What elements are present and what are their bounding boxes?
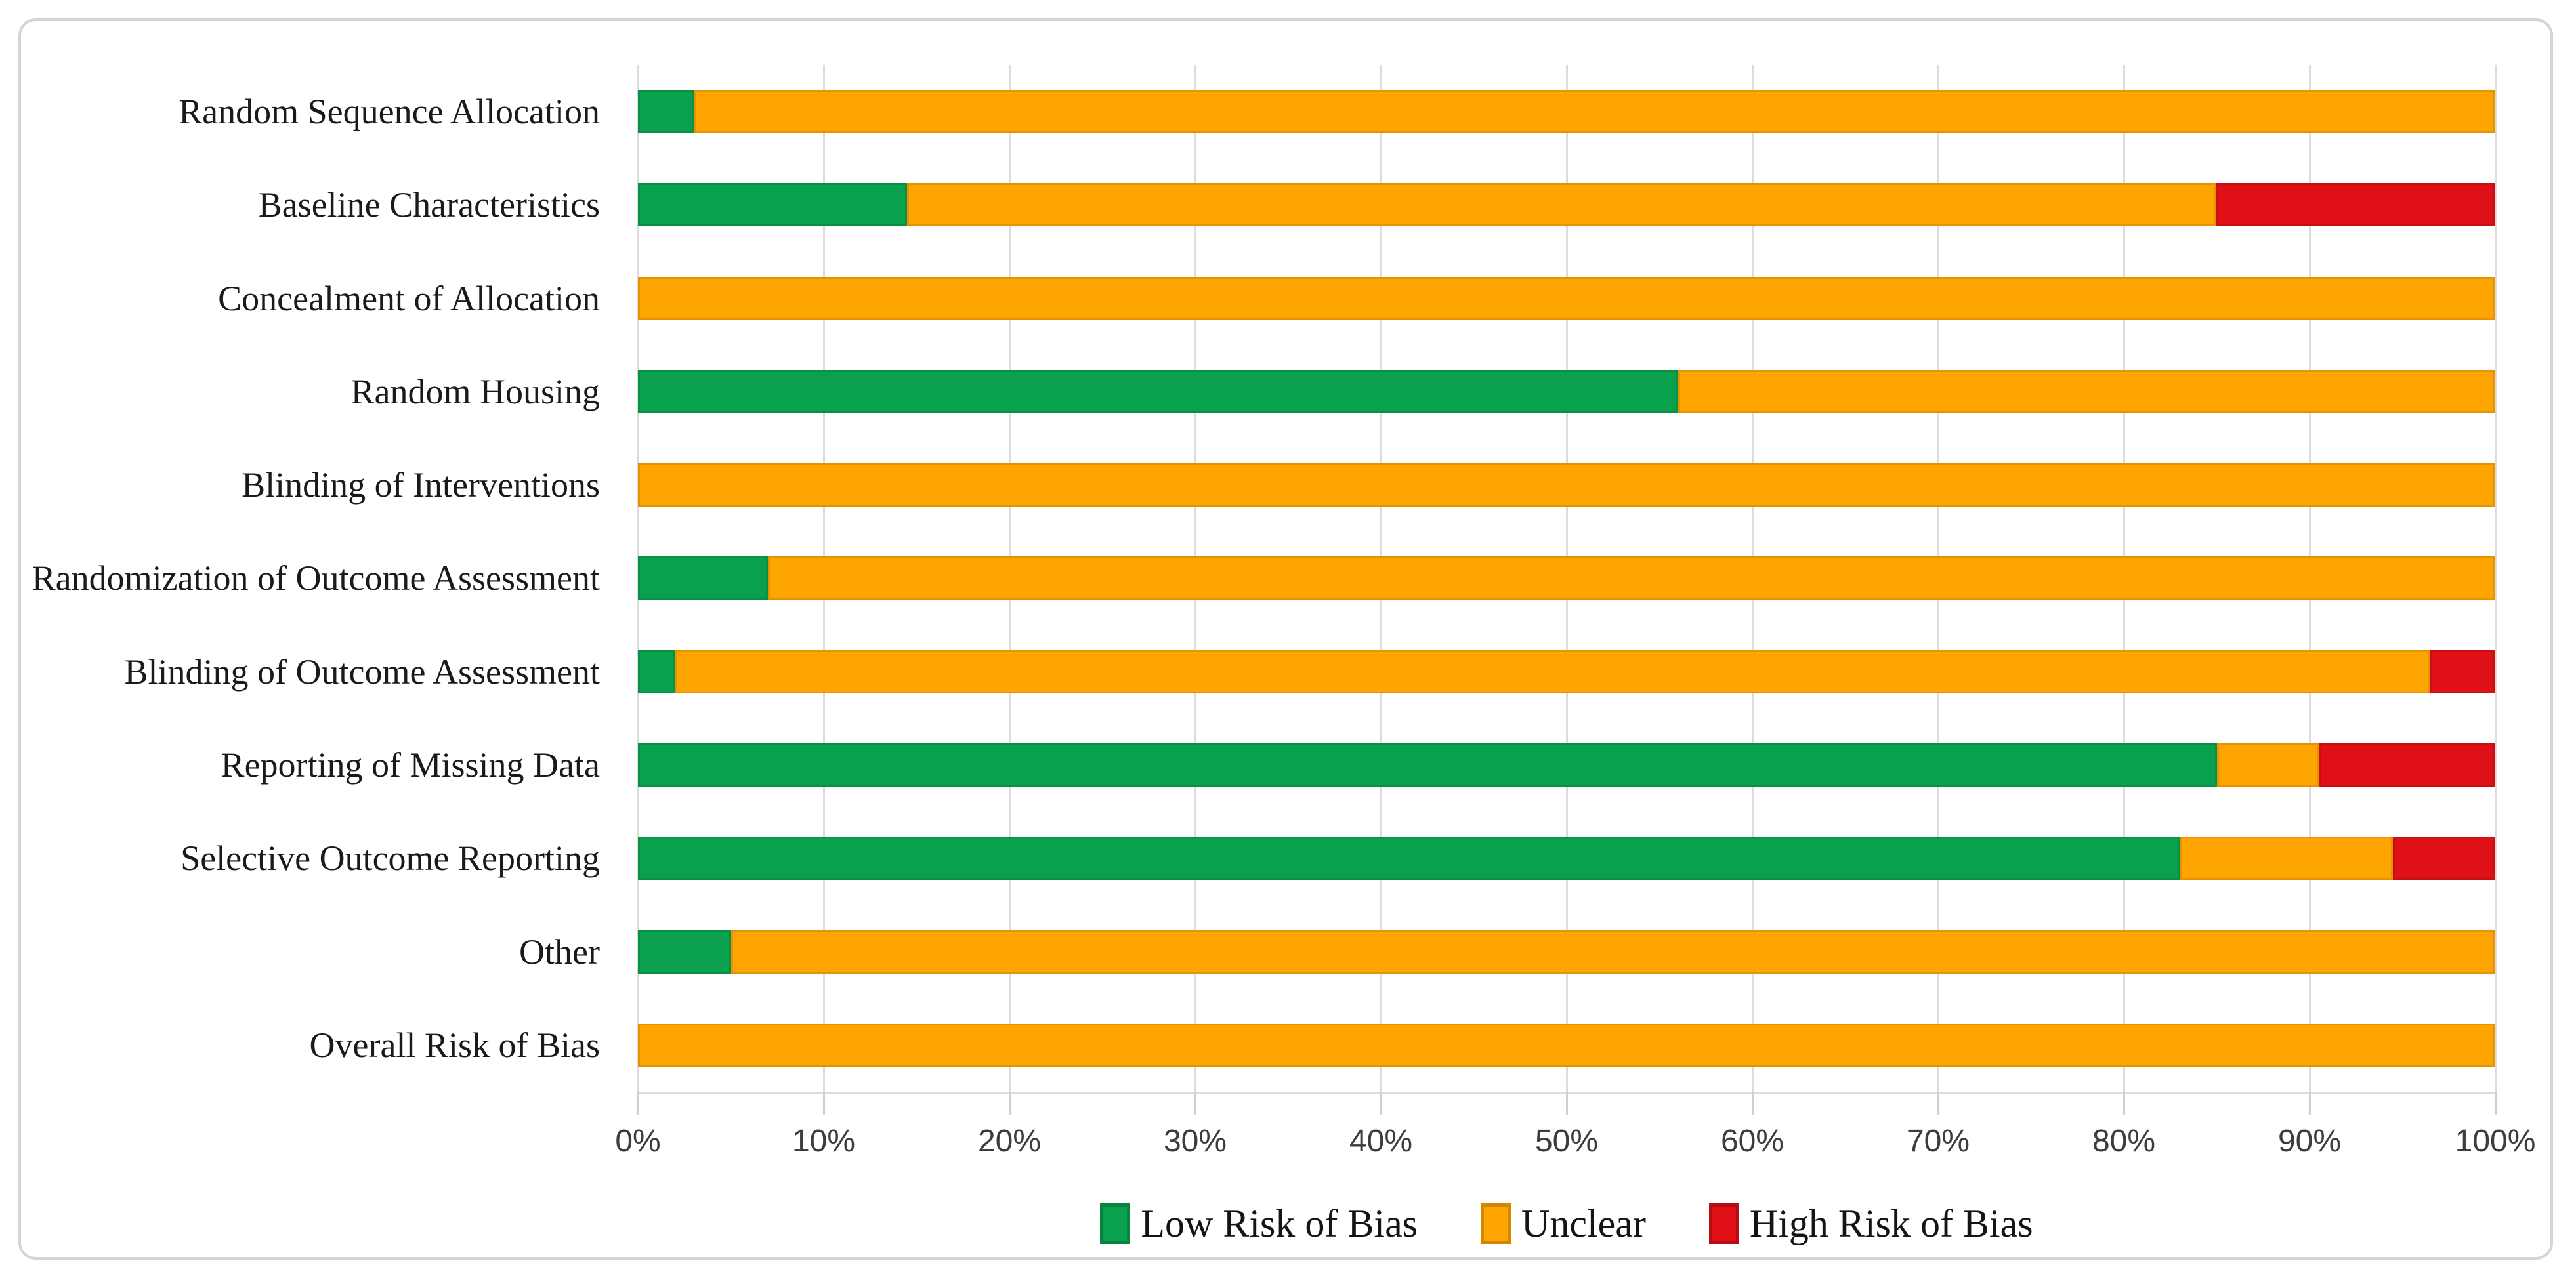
- x-axis-tick-label: 80%: [2092, 1124, 2156, 1159]
- bar-row: [638, 345, 2495, 438]
- plot-area: [637, 65, 2497, 1115]
- x-axis-tick: [1194, 1092, 1196, 1115]
- x-axis-tick-label: 70%: [1906, 1124, 1970, 1159]
- legend-item: Low Risk of Bias: [1100, 1201, 1418, 1247]
- figure-panel: Random Sequence Allocation Baseline Chara…: [18, 18, 2553, 1260]
- legend-swatch-high: [1708, 1203, 1739, 1244]
- legend-label: Low Risk of Bias: [1141, 1201, 1418, 1245]
- x-axis-tick-label: 30%: [1163, 1124, 1227, 1159]
- bar-segment-unclear: [675, 650, 2430, 693]
- x-axis-tick-label: 20%: [977, 1124, 1042, 1159]
- bar-row: [638, 999, 2495, 1092]
- category-label: Random Housing: [350, 371, 600, 411]
- bar-row: [638, 531, 2495, 625]
- x-axis-tick-label: 40%: [1349, 1124, 1413, 1159]
- category-label: Overall Risk of Bias: [309, 1025, 600, 1065]
- category-label: Random Sequence Allocation: [179, 92, 600, 132]
- stacked-bar: [638, 930, 2495, 974]
- stacked-bar: [638, 90, 2495, 134]
- stacked-bar: [638, 463, 2495, 507]
- x-axis-tick: [637, 1092, 639, 1115]
- bar-segment-unclear: [2216, 743, 2319, 787]
- bar-row: [638, 625, 2495, 718]
- bar-segment-low: [638, 90, 694, 134]
- category-labels: Random Sequence Allocation Baseline Chara…: [32, 65, 618, 1092]
- bar-segment-low: [638, 556, 769, 600]
- legend-item: High Risk of Bias: [1708, 1201, 2033, 1247]
- x-axis-tick: [823, 1092, 825, 1115]
- x-axis-tick: [2309, 1092, 2311, 1115]
- bar-segment-high: [2319, 743, 2495, 787]
- stacked-bar: [638, 1023, 2495, 1067]
- bar-segment-unclear: [907, 183, 2217, 227]
- bar-segment-unclear: [2179, 837, 2394, 880]
- bar-segment-low: [638, 743, 2217, 787]
- x-axis-tick-label: 10%: [792, 1124, 856, 1159]
- bar-segment-low: [638, 183, 908, 227]
- x-axis-tick: [2123, 1092, 2125, 1115]
- bar-segment-unclear: [638, 1023, 2495, 1067]
- bar-row: [638, 812, 2495, 905]
- legend-item: Unclear: [1481, 1201, 1646, 1247]
- category-label: Randomization of Outcome Assessment: [32, 558, 600, 598]
- stacked-bar: [638, 650, 2495, 693]
- x-axis-tick-label: 60%: [1720, 1124, 1784, 1159]
- x-axis-tick: [1566, 1092, 1568, 1115]
- bar-segment-unclear: [730, 930, 2495, 974]
- category-label: Blinding of Outcome Assessment: [124, 651, 600, 692]
- gridline: [2495, 65, 2497, 1092]
- stacked-bar: [638, 556, 2495, 600]
- bar-segment-high: [2393, 837, 2495, 880]
- category-label: Selective Outcome Reporting: [180, 838, 600, 879]
- category-label: Baseline Characteristics: [258, 185, 600, 225]
- stacked-bar: [638, 276, 2495, 320]
- bar-segment-high: [2216, 183, 2495, 227]
- x-axis-tick-label: 50%: [1534, 1124, 1599, 1159]
- x-axis-tick: [1937, 1092, 1939, 1115]
- stacked-bar: [638, 743, 2495, 787]
- bar-segment-unclear: [768, 556, 2495, 600]
- category-label: Other: [519, 932, 600, 972]
- bar-segment-low: [638, 369, 1678, 413]
- bar-row: [638, 438, 2495, 531]
- bar-segment-unclear: [1678, 369, 2495, 413]
- bar-segment-unclear: [638, 463, 2495, 507]
- legend: Low Risk of Bias Unclear High Risk of Bias: [638, 1188, 2495, 1260]
- bar-row: [638, 158, 2495, 251]
- bar-row: [638, 718, 2495, 812]
- x-axis-tick-label: 100%: [2455, 1124, 2536, 1159]
- bar-segment-low: [638, 650, 675, 693]
- x-axis-tick: [2495, 1092, 2497, 1115]
- bar-segment-high: [2430, 650, 2495, 693]
- bar-segment-unclear: [638, 276, 2495, 320]
- x-axis-tick-label: 0%: [615, 1124, 661, 1159]
- category-label: Concealment of Allocation: [218, 278, 600, 318]
- x-axis-tick: [1009, 1092, 1011, 1115]
- legend-label: High Risk of Bias: [1749, 1201, 2033, 1245]
- x-axis-tick-label: 90%: [2277, 1124, 2342, 1159]
- bar-segment-low: [638, 837, 2180, 880]
- x-axis-labels: 0% 10% 20% 30% 40% 50% 60% 70% 80% 90% 100%: [615, 1123, 2535, 1169]
- stacked-bar: [638, 183, 2495, 227]
- bar-segment-unclear: [693, 90, 2495, 134]
- legend-label: Unclear: [1521, 1201, 1646, 1245]
- legend-swatch-low: [1100, 1203, 1131, 1244]
- bar-segment-low: [638, 930, 731, 974]
- x-axis-tick: [1380, 1092, 1382, 1115]
- x-axis-tick: [1752, 1092, 1754, 1115]
- category-label: Reporting of Missing Data: [221, 745, 600, 785]
- stacked-bar: [638, 837, 2495, 880]
- bar-row: [638, 905, 2495, 998]
- stacked-bar: [638, 369, 2495, 413]
- bar-row: [638, 65, 2495, 158]
- category-label: Blinding of Interventions: [242, 465, 600, 505]
- legend-swatch-unclear: [1481, 1203, 1511, 1244]
- bar-row: [638, 252, 2495, 345]
